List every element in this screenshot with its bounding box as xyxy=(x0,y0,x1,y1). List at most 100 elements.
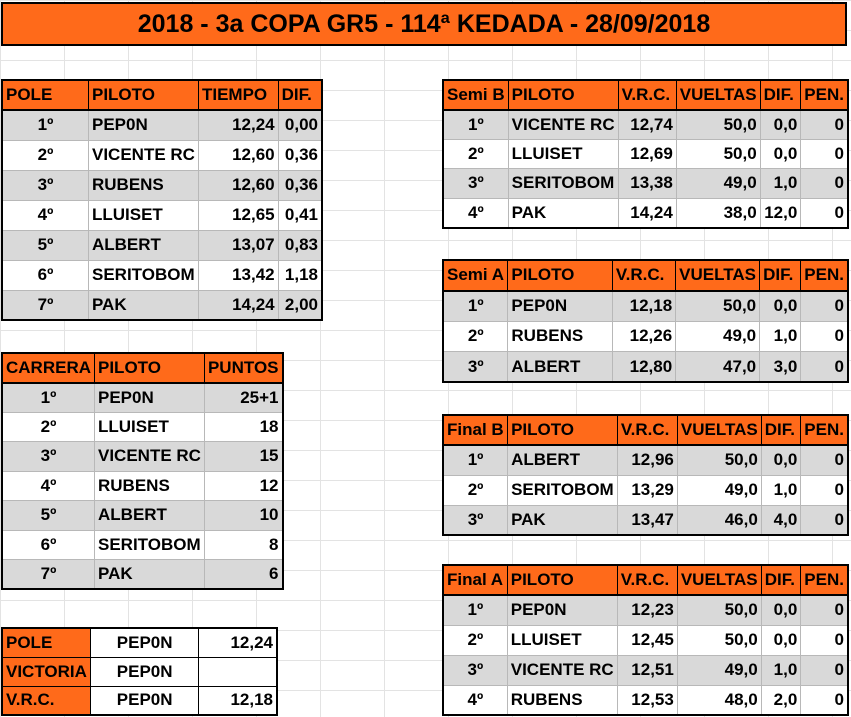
table-cell: 12,53 xyxy=(616,684,678,716)
table-row: 4º RUBENS 12 xyxy=(1,470,284,501)
table-row: 2º LLUISET 18 xyxy=(1,411,284,442)
table-cell: 12,60 xyxy=(197,169,279,201)
table-cell: 0,0 xyxy=(759,138,802,169)
table-row: 3º VICENTE RC 12,51 49,0 1,0 0 xyxy=(442,654,849,686)
column-header: PEN. xyxy=(800,259,849,292)
table-row: 4º RUBENS 12,53 48,0 2,0 0 xyxy=(442,684,849,716)
table-row: 2º VICENTE RC 12,60 0,36 xyxy=(1,139,323,171)
table-cell: 12,80 xyxy=(611,351,677,383)
column-header: PEN. xyxy=(800,564,849,596)
table-header-row: Final A PILOTO V.R.C. VUELTAS DIF. PEN. xyxy=(442,564,849,596)
table-cell: SERITOBOM xyxy=(507,168,619,199)
table-cell: 50,0 xyxy=(675,138,761,169)
table-cell: 6º xyxy=(1,259,89,291)
table-row: 2º RUBENS 12,26 49,0 1,0 0 xyxy=(442,320,849,352)
table-cell: 6º xyxy=(1,529,95,560)
table-cell: 0 xyxy=(800,320,849,352)
table-cell: 1º xyxy=(442,594,508,626)
table-cell: 3,0 xyxy=(759,351,802,383)
column-header: Semi A xyxy=(442,259,509,292)
table-cell: 14,24 xyxy=(617,197,677,228)
table-cell: LLUISET xyxy=(506,624,618,656)
column-header: VUELTAS xyxy=(675,259,761,292)
table-cell: 1º xyxy=(1,109,89,141)
table-cell: 2º xyxy=(442,320,509,352)
table-cell: 2º xyxy=(1,411,95,442)
table-cell: 1º xyxy=(442,444,509,476)
table-cell: 0 xyxy=(800,109,849,140)
table-cell: RUBENS xyxy=(506,684,618,716)
table-cell: PEP0N xyxy=(87,109,199,141)
table-cell: 4º xyxy=(442,197,509,228)
column-header: Semi B xyxy=(442,79,509,111)
table-cell: PAK xyxy=(94,559,205,590)
table-cell: 49,0 xyxy=(676,654,762,686)
column-header: DIF. xyxy=(759,259,802,292)
table-cell: 1,0 xyxy=(759,320,802,352)
table-cell: 5º xyxy=(1,500,95,531)
table-row: 3º ALBERT 12,80 47,0 3,0 0 xyxy=(442,351,849,383)
table-cell: 12,45 xyxy=(616,624,678,656)
table-cell: 2º xyxy=(1,139,89,171)
table-cell: 12,24 xyxy=(197,109,279,141)
table-cell: RUBENS xyxy=(94,470,205,501)
table-cell: 2º xyxy=(442,624,508,656)
table-cell: 13,29 xyxy=(616,474,678,506)
table-cell: 18 xyxy=(203,411,284,442)
final-b-table: Final B PILOTO V.R.C. VUELTAS DIF. PEN. 1º ALBE… xyxy=(442,414,849,536)
sheet-title: 2018 - 3a COPA GR5 - 114ª KEDADA - 28/09… xyxy=(1,2,847,46)
table-cell: 0,0 xyxy=(760,444,802,476)
table-row: 3º PAK 13,47 46,0 4,0 0 xyxy=(442,504,849,536)
table-row: 4º LLUISET 12,65 0,41 xyxy=(1,199,323,231)
column-header: V.R.C. xyxy=(616,414,678,446)
table-cell: 13,07 xyxy=(197,229,279,261)
table-row: 1º PEP0N 25+1 xyxy=(1,382,284,413)
table-cell: 12,65 xyxy=(197,199,279,231)
table-header-row: CARRERA PILOTO PUNTOS xyxy=(1,352,284,384)
table-header-row: Semi B PILOTO V.R.C. VUELTAS DIF. PEN. xyxy=(442,79,849,111)
column-header: TIEMPO xyxy=(197,79,279,111)
table-cell: 49,0 xyxy=(675,320,761,352)
table-cell: 0,00 xyxy=(277,109,323,141)
table-cell: 4º xyxy=(1,470,95,501)
table-row: 5º ALBERT 13,07 0,83 xyxy=(1,229,323,261)
summary-value: PEP0N xyxy=(89,656,200,687)
summary-row: VICTORIA PEP0N xyxy=(1,656,278,687)
table-row: 1º PEP0N 12,18 50,0 0,0 0 xyxy=(442,290,849,322)
table-row: 2º SERITOBOM 13,29 49,0 1,0 0 xyxy=(442,474,849,506)
summary-table: POLE PEP0N 12,24 VICTORIA PEP0N V.R.C. PEP0N 12… xyxy=(1,627,278,716)
column-header: DIF. xyxy=(759,79,802,111)
table-cell: PAK xyxy=(507,504,618,536)
table-row: 1º VICENTE RC 12,74 50,0 0,0 0 xyxy=(442,109,849,140)
table-cell: 0 xyxy=(800,168,849,199)
column-header: VUELTAS xyxy=(676,564,762,596)
table-cell: 7º xyxy=(1,289,89,321)
column-header: PEN. xyxy=(800,414,849,446)
table-cell: 50,0 xyxy=(676,624,762,656)
table-cell: 1,0 xyxy=(759,168,802,199)
summary-label: VICTORIA xyxy=(1,656,91,687)
summary-value: PEP0N xyxy=(89,627,200,658)
column-header: DIF. xyxy=(277,79,323,111)
table-cell: 12,23 xyxy=(616,594,678,626)
table-cell: 6 xyxy=(203,559,284,590)
column-header: PILOTO xyxy=(506,564,618,596)
table-cell: 25+1 xyxy=(203,382,284,413)
table-cell: 3º xyxy=(1,169,89,201)
column-header: DIF. xyxy=(760,414,802,446)
table-cell: LLUISET xyxy=(87,199,199,231)
table-cell: 2º xyxy=(442,138,509,169)
table-cell: 0 xyxy=(800,138,849,169)
table-cell: 0 xyxy=(800,594,849,626)
table-cell: 0 xyxy=(800,197,849,228)
table-cell: 1º xyxy=(442,109,509,140)
table-cell: 5º xyxy=(1,229,89,261)
table-cell: 0,36 xyxy=(277,169,323,201)
table-cell: 49,0 xyxy=(676,474,762,506)
summary-label: POLE xyxy=(1,627,91,658)
summary-label: V.R.C. xyxy=(1,685,91,716)
table-cell: 4º xyxy=(442,684,508,716)
table-cell: 15 xyxy=(203,441,284,472)
table-cell: 12,69 xyxy=(617,138,677,169)
table-cell: 12,74 xyxy=(617,109,677,140)
